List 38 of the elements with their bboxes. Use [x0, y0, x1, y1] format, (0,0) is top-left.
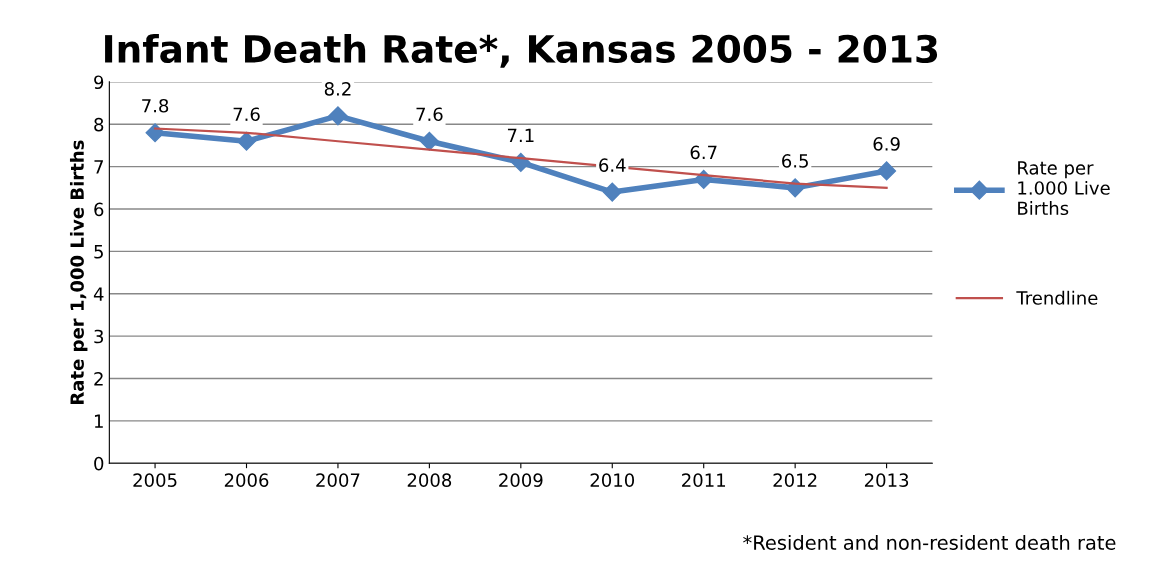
x-tick-label: 2012	[773, 473, 817, 487]
data-label: 7.1	[507, 128, 534, 143]
data-label: 7.8	[142, 98, 169, 113]
x-tick-label: 2013	[864, 473, 909, 487]
point	[877, 161, 897, 181]
y-tick-label: 5	[94, 245, 103, 259]
y-tick-label: 2	[94, 372, 103, 386]
y-tick-label: 1	[94, 414, 103, 428]
x-tick-label: 2006	[224, 473, 269, 487]
y-tick-label: 6	[94, 202, 104, 217]
data-label: 6.9	[873, 137, 900, 151]
x-tick-label: 2008	[407, 473, 452, 487]
point	[236, 131, 257, 151]
legend-label: Rate per 1.000 Live Births	[1018, 161, 1110, 216]
data-label: 6.5	[782, 154, 808, 168]
data-label: 7.6	[233, 107, 260, 122]
y-tick-label: 4	[93, 287, 104, 301]
point	[602, 182, 622, 202]
point	[419, 131, 439, 151]
x-tick-label: 2005	[133, 473, 177, 487]
y-tick-label: 7	[94, 160, 103, 174]
point	[145, 123, 165, 143]
x-tick-label: 2011	[682, 473, 726, 487]
text: *Resident and non-resident death rate	[743, 534, 1116, 550]
data-label: 7.6	[416, 107, 443, 122]
x-tick-label: 2007	[316, 473, 360, 487]
y-tick-label: 3	[94, 329, 104, 344]
y-axis-title: Rate per 1,000 Live Births	[69, 140, 88, 404]
legend-label: Trendline	[1016, 290, 1098, 305]
y-tick-label: 0	[94, 456, 104, 471]
data-label: 6.7	[690, 145, 717, 160]
point	[328, 106, 348, 126]
y-tick-label: 8	[94, 117, 104, 132]
y-tick-label: 9	[94, 75, 104, 90]
x-tick-label: 2009	[499, 473, 543, 487]
chart-title: Infant Death Rate*, Kansas 2005 - 2013	[105, 33, 938, 68]
x-tick-label: 2010	[590, 473, 635, 487]
data-label: 8.2	[324, 82, 351, 96]
